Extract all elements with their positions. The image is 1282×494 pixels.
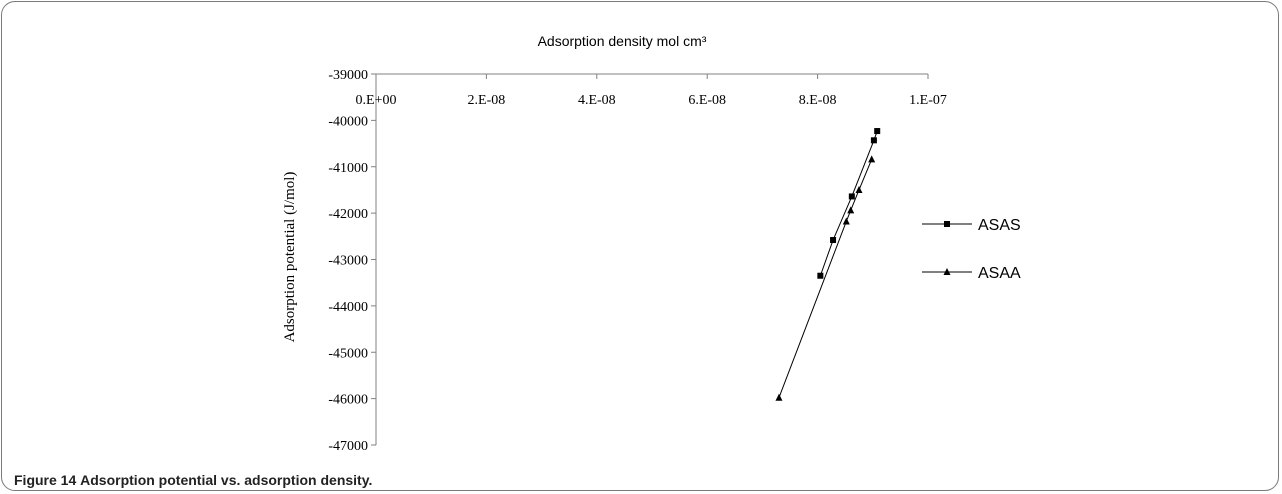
y-tick-label: -40000 [328,114,368,129]
x-tick-label: 0.E+00 [356,93,397,108]
legend-item-asas: ASAS [922,217,1021,234]
series-group [775,128,881,401]
y-tick-label: -41000 [328,161,368,176]
figure-caption: Figure 14 Adsorption potential vs. adsor… [14,472,372,488]
legend: ASAS ASAA [922,217,1021,282]
x-tick-label: 8.E-08 [799,93,837,108]
y-tick-label: -42000 [328,207,368,222]
data-point [830,237,837,244]
axes: -39000 -40000 -41000 -42000 -43000 -44000 -450… [328,68,947,454]
data-point [817,272,824,279]
series-asaa [775,155,876,401]
series-line [778,159,873,398]
y-tick-label: -44000 [328,300,368,315]
series-asas [817,128,881,279]
legend-marker [944,221,950,227]
data-point [847,206,855,214]
data-point [874,128,881,135]
y-tick-label: -46000 [328,393,368,408]
x-tick-label: 6.E-08 [688,93,726,108]
y-tick-label: -39000 [328,68,368,83]
y-tick-label: -45000 [328,346,368,361]
data-point [848,193,855,200]
y-tick-label: -43000 [328,254,368,269]
chart-title: Adsorption density mol cm³ [538,33,707,49]
y-axis-label: Adsorption potential (J/mol) [282,172,298,343]
x-tick-label: 4.E-08 [578,93,616,108]
data-point [855,185,863,193]
figure-caption-text: Adsorption potential vs. adsorption dens… [80,472,373,488]
y-tick-label: -47000 [328,439,368,454]
x-tick-label: 1.E-07 [909,93,947,108]
legend-item-asaa: ASAA [922,265,1021,282]
series-line [819,130,878,276]
data-point [868,155,876,163]
data-point [775,393,783,401]
legend-marker [943,268,951,275]
x-tick-label: 2.E-08 [468,93,506,108]
legend-label: ASAS [978,217,1021,234]
data-point [870,137,877,144]
figure-label: Figure 14 [14,472,77,488]
data-point [842,217,850,225]
legend-label: ASAA [978,265,1021,282]
